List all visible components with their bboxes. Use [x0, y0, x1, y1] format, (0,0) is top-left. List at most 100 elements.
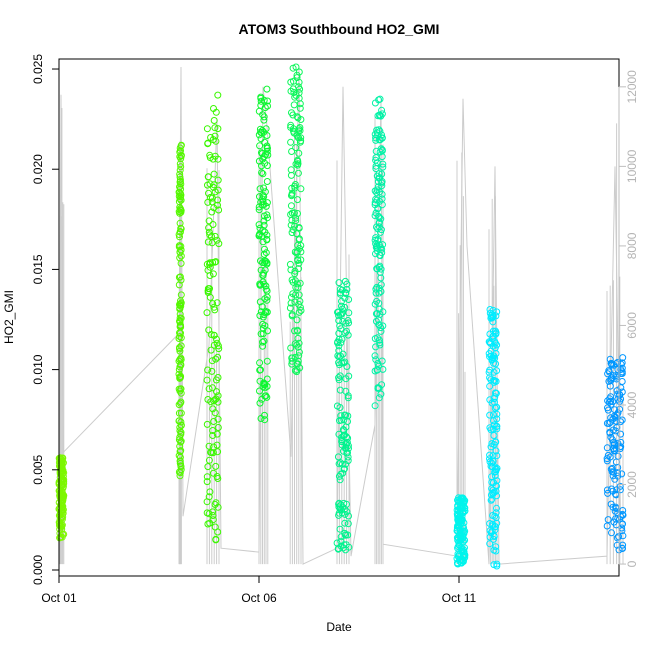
data-point [176, 374, 184, 382]
data-point [604, 516, 612, 524]
data-point [606, 428, 614, 436]
data-point [175, 366, 183, 373]
data-point [289, 290, 297, 298]
data-point [337, 416, 345, 424]
data-point [208, 357, 216, 365]
data-point [607, 414, 615, 422]
data-point [340, 432, 348, 440]
data-point [493, 415, 501, 423]
data-point [177, 430, 185, 438]
data-point [176, 374, 184, 382]
data-point [617, 395, 625, 403]
data-point [213, 388, 220, 396]
data-point [458, 516, 466, 524]
data-point [335, 317, 343, 324]
data-point [210, 181, 218, 189]
data-point [205, 224, 213, 232]
data-point [264, 327, 271, 335]
data-point [619, 507, 627, 514]
data-point [337, 459, 344, 467]
data-point [206, 231, 214, 239]
data-point [205, 442, 213, 450]
data-point [206, 272, 214, 279]
data-point [176, 178, 184, 186]
y2-tick-label: 4000 [625, 391, 639, 418]
data-point [334, 338, 342, 346]
data-point [210, 341, 218, 349]
data-point [290, 89, 298, 96]
data-point [295, 125, 303, 133]
data-point [260, 113, 268, 121]
data-point [290, 101, 298, 109]
data-point [336, 505, 344, 513]
data-point [209, 384, 216, 392]
data-point [338, 305, 346, 313]
data-point [259, 338, 267, 346]
data-point [345, 512, 352, 520]
data-point [372, 136, 380, 144]
data-point [287, 138, 295, 146]
data-point [260, 193, 268, 201]
data-point [204, 463, 212, 471]
data-point [295, 235, 303, 243]
series-8 [453, 494, 469, 568]
data-point [264, 214, 271, 222]
data-point [619, 541, 627, 549]
data-point [608, 464, 616, 472]
data-point [491, 472, 499, 480]
y-tick-label: 0.010 [31, 354, 45, 384]
data-point [205, 456, 213, 464]
y2-axis: 0 2000 4000 6000 8000 10000 12000 [618, 70, 639, 567]
data-point [287, 221, 295, 229]
data-point [459, 556, 467, 564]
data-point [613, 486, 621, 494]
data-point [377, 265, 385, 273]
data-point [263, 178, 271, 185]
data-point [297, 248, 305, 256]
data-point [60, 480, 68, 488]
data-point [258, 303, 266, 311]
data-point [211, 188, 219, 196]
data-point [375, 241, 383, 249]
data-point [209, 270, 217, 278]
y2-tick-label: 2000 [625, 471, 639, 498]
data-point [337, 537, 345, 545]
data-point [177, 297, 184, 305]
data-point [617, 438, 625, 446]
data-point [215, 345, 223, 353]
data-point [263, 162, 271, 170]
data-point [256, 193, 263, 201]
data-point [175, 242, 183, 250]
data-point [374, 178, 382, 186]
data-point [211, 124, 219, 132]
data-point [486, 458, 494, 466]
data-point [616, 391, 624, 399]
data-point [296, 104, 304, 112]
data-point [260, 184, 268, 192]
data-point [208, 194, 216, 202]
data-point [176, 433, 184, 441]
data-point [335, 509, 343, 517]
data-point [378, 131, 386, 139]
data-point [177, 193, 185, 201]
data-point [376, 252, 384, 260]
data-point [604, 397, 612, 405]
data-point [175, 198, 183, 206]
data-point [259, 342, 267, 350]
data-point [608, 485, 616, 493]
data-point [371, 199, 379, 207]
data-point [176, 314, 184, 322]
data-point [294, 357, 302, 365]
data-point [294, 360, 302, 368]
data-point [176, 144, 184, 152]
data-point [343, 327, 350, 335]
data-point [294, 156, 301, 164]
data-point [177, 224, 185, 232]
data-point [617, 430, 625, 438]
data-point [214, 342, 222, 350]
data-point [372, 162, 380, 170]
data-point [372, 289, 380, 297]
data-point [342, 411, 350, 419]
data-point [213, 299, 221, 307]
data-point [372, 310, 380, 318]
